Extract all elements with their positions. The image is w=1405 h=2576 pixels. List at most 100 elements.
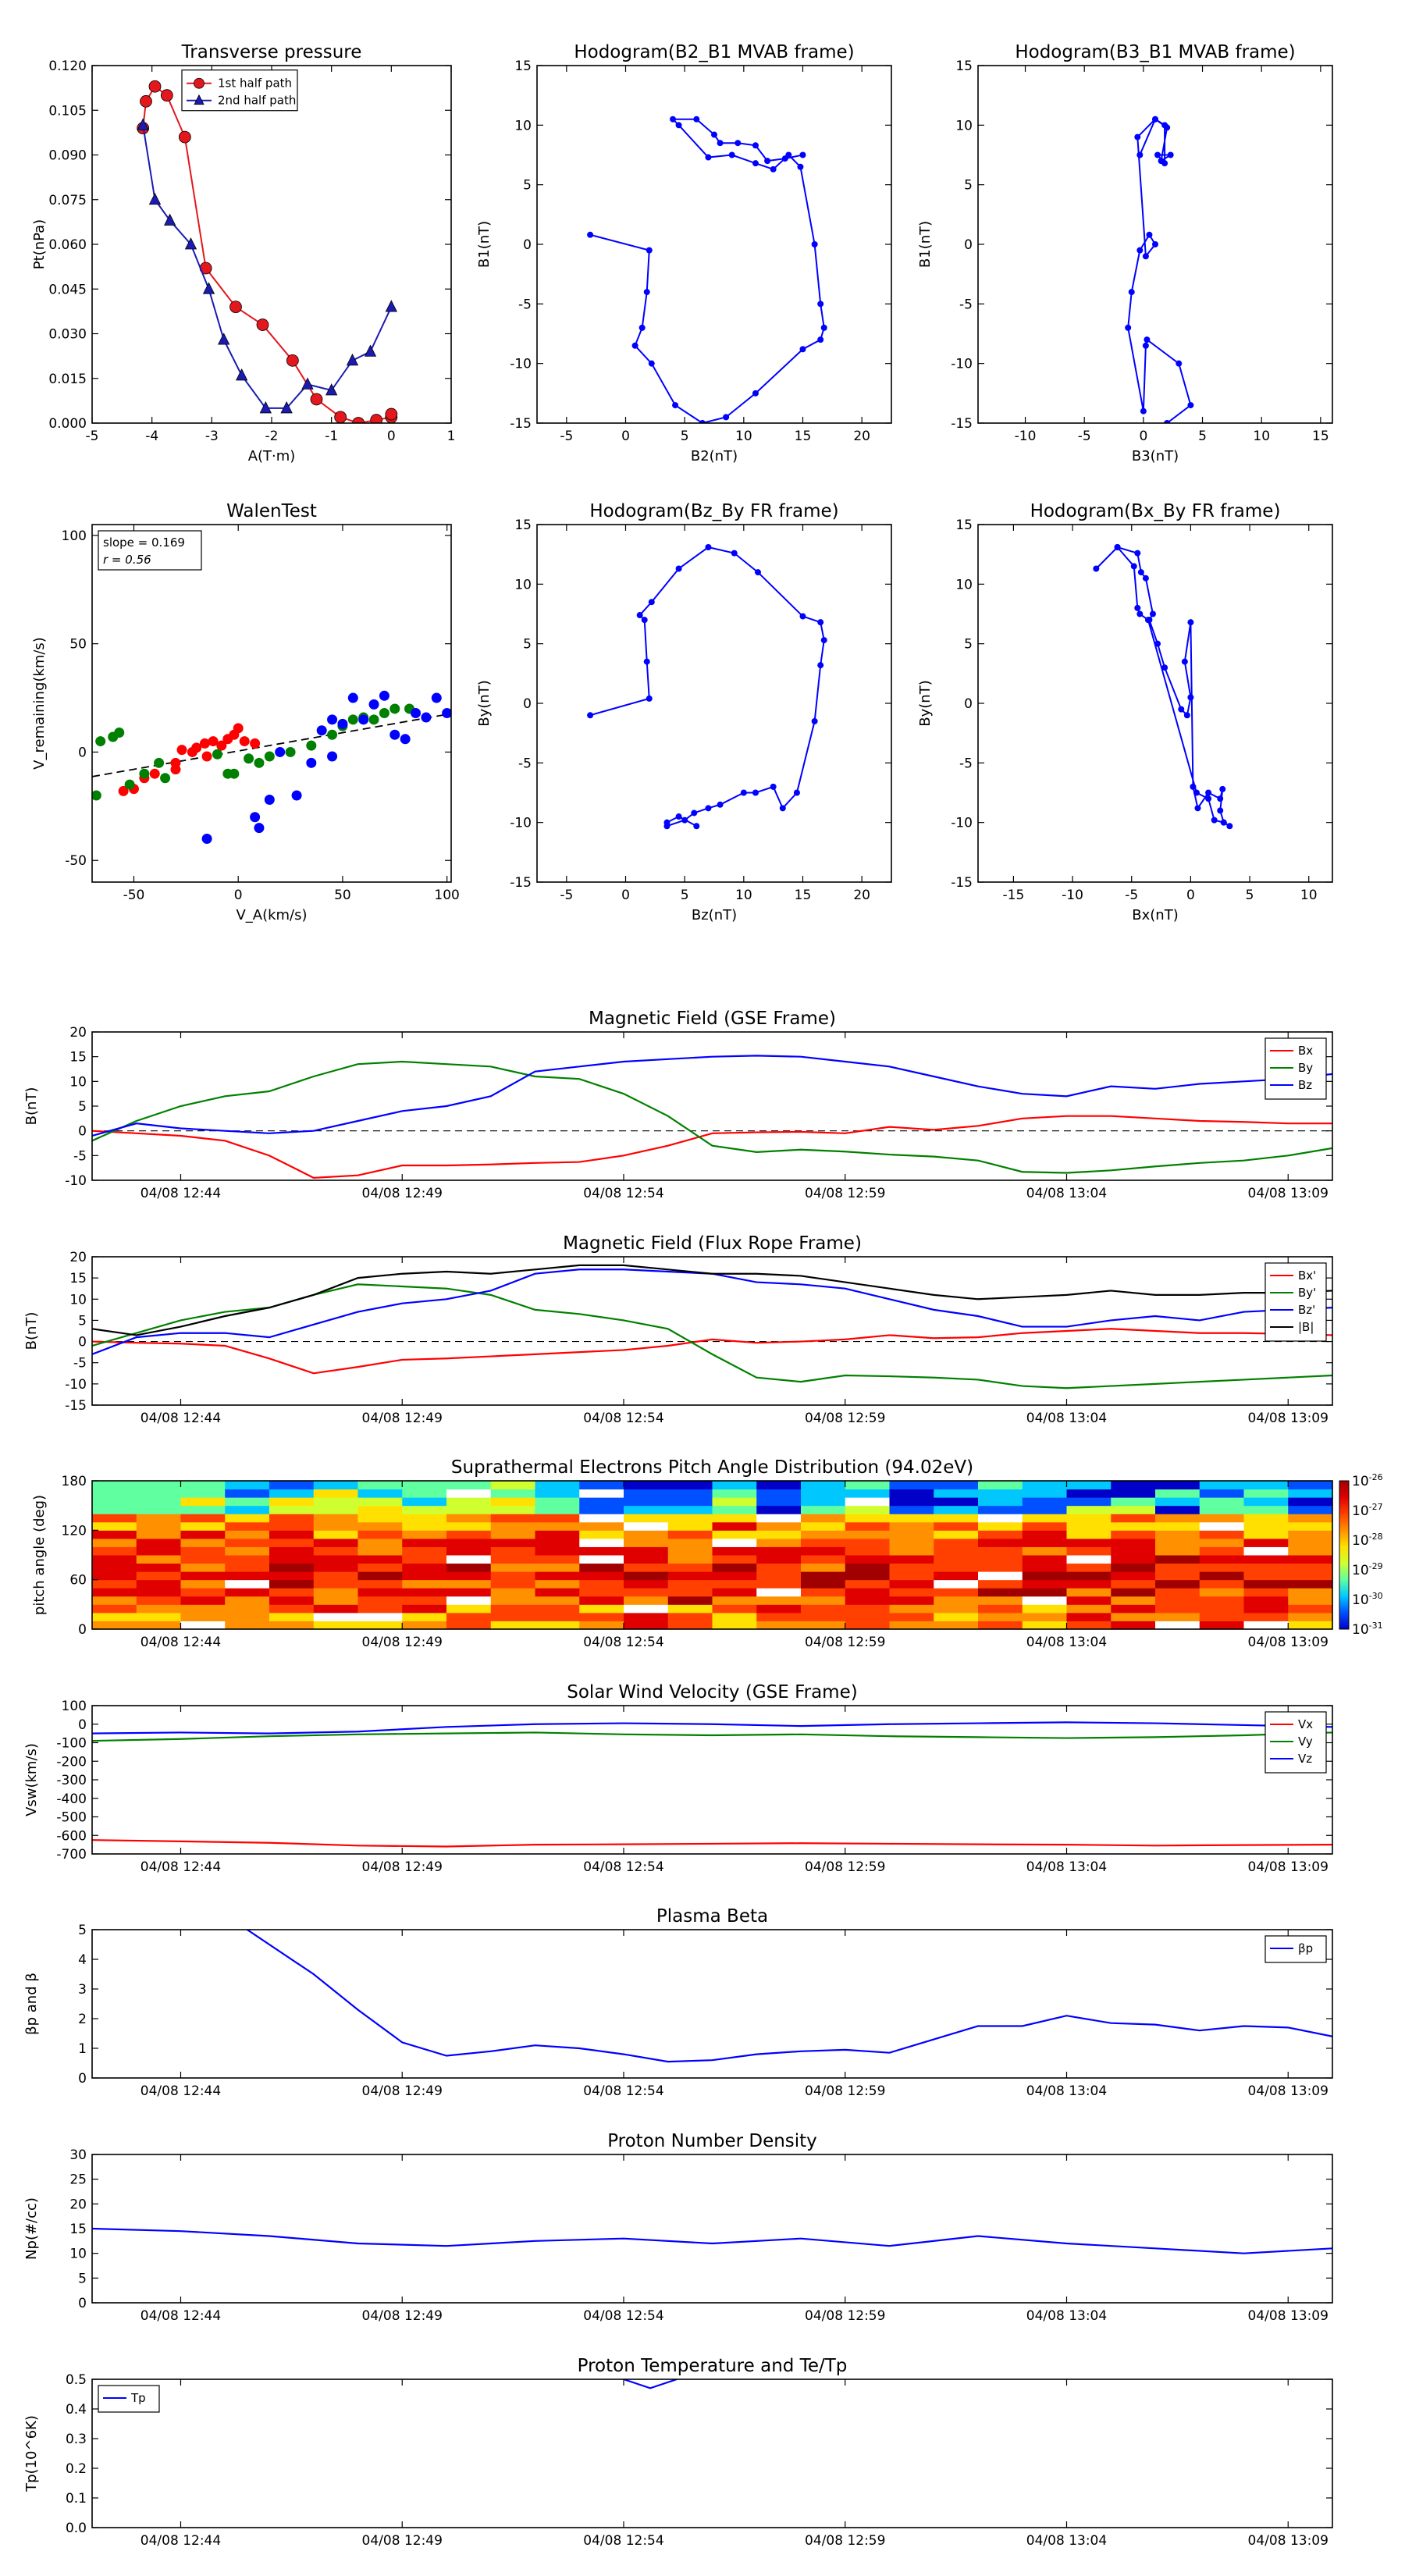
heatmap-cell: [889, 1555, 934, 1564]
heatmap-cell: [313, 1530, 358, 1539]
x-axis-label: Bz(nT): [692, 907, 737, 923]
heatmap-cell: [313, 1514, 358, 1523]
heatmap-cell: [136, 1489, 181, 1498]
colorbar-tick-label: 10-29: [1352, 1561, 1383, 1578]
data-point: [379, 707, 389, 718]
x-tick-label: 15: [1312, 429, 1329, 444]
data-point: [770, 783, 777, 790]
data-point: [301, 377, 314, 390]
data-point: [648, 360, 655, 367]
data-point: [793, 789, 800, 796]
y-tick-label: 10: [69, 1292, 87, 1308]
heatmap-cell: [624, 1571, 669, 1581]
data-point: [817, 619, 824, 626]
heatmap-cell: [357, 1481, 403, 1490]
heatmap-cell: [269, 1571, 315, 1581]
data-point: [244, 753, 254, 764]
heatmap-cell: [402, 1497, 447, 1507]
heatmap-cell: [180, 1571, 226, 1581]
time-tick-label: 04/08 12:49: [362, 1635, 443, 1650]
time-tick-label: 04/08 12:59: [805, 2308, 885, 2324]
y-tick-label: 0.2: [66, 2461, 87, 2477]
y-tick-label: 20: [69, 2197, 87, 2212]
heatmap-cell: [1155, 1481, 1200, 1490]
y-tick-label: 10: [514, 577, 532, 592]
x-axis-label: Bx(nT): [1132, 907, 1178, 923]
time-tick-label: 04/08 12:59: [805, 1186, 885, 1201]
data-point: [212, 749, 222, 760]
heatmap-cell: [269, 1579, 315, 1589]
heatmap-cell: [1022, 1621, 1067, 1630]
heatmap-cell: [1111, 1596, 1156, 1605]
heatmap-cell: [801, 1555, 846, 1564]
heatmap-cell: [180, 1489, 226, 1498]
data-point: [347, 692, 358, 703]
x-tick-label: -5: [1125, 888, 1138, 903]
heatmap-cell: [1243, 1579, 1289, 1589]
heatmap-cell: [313, 1604, 358, 1614]
heatmap-cell: [934, 1505, 979, 1514]
heatmap-cell: [225, 1571, 270, 1581]
data-point: [337, 718, 348, 729]
heatmap-cell: [1243, 1621, 1289, 1630]
heatmap-cell: [889, 1514, 934, 1523]
panel-plasma-beta: Plasma Beta 04/08 12:44 04/08 12:49 04/08 1…: [23, 1906, 1333, 2099]
heatmap-cell: [225, 1497, 270, 1507]
heatmap-cell: [889, 1489, 934, 1498]
x-tick-label: 5: [681, 888, 689, 903]
heatmap-cell: [845, 1505, 890, 1514]
heatmap-cell: [535, 1588, 580, 1597]
data-point: [250, 812, 261, 823]
heatmap-cell: [313, 1538, 358, 1547]
heatmap-cell: [313, 1612, 358, 1621]
time-tick-label: 04/08 13:04: [1026, 2308, 1107, 2324]
data-point: [820, 324, 827, 331]
panel-proton-temperature: Proton Temperature and Te/Tp 04/08 12:44 0…: [23, 2356, 1333, 2549]
legend-label: Bz: [1298, 1078, 1312, 1092]
heatmap-cell: [889, 1588, 934, 1597]
data-point: [264, 751, 275, 762]
x-tick-label: 0: [1139, 429, 1147, 444]
heatmap-cell: [402, 1489, 447, 1498]
data-point: [1093, 565, 1100, 572]
y-tick-label: 15: [69, 1271, 87, 1286]
heatmap-cell: [579, 1521, 624, 1531]
data-point: [693, 116, 700, 123]
time-tick-label: 04/08 12:54: [583, 1859, 663, 1875]
heatmap-cell: [978, 1555, 1023, 1564]
y-tick-label: 0.090: [48, 148, 87, 164]
y-tick-label: -15: [951, 875, 973, 891]
data-point: [148, 192, 162, 205]
heatmap-cell: [579, 1579, 624, 1589]
data-point: [1226, 823, 1233, 830]
data-point: [176, 745, 187, 756]
y-axis-label: B1(nT): [917, 221, 934, 268]
data-point: [140, 94, 152, 108]
heatmap-cell: [1288, 1546, 1333, 1556]
heatmap-cell: [624, 1563, 669, 1572]
time-tick-label: 04/08 13:04: [1026, 1859, 1107, 1875]
heatmap-cell: [1066, 1596, 1112, 1605]
panel-title: WalenTest: [226, 501, 317, 521]
heatmap-cell: [978, 1505, 1023, 1514]
y-tick-label: 0.000: [48, 416, 87, 432]
heatmap-cell: [1111, 1588, 1156, 1597]
x-tick-label: 10: [1253, 429, 1270, 444]
heatmap-cell: [667, 1612, 713, 1621]
time-tick-label: 04/08 12:49: [362, 2533, 443, 2549]
heatmap-cell: [1199, 1489, 1244, 1498]
heatmap-cell: [1111, 1538, 1156, 1547]
heatmap-cell: [225, 1505, 270, 1514]
colorbar: [1339, 1480, 1350, 1630]
y-tick-label: 0.3: [66, 2432, 87, 2447]
heatmap-cell: [1243, 1555, 1289, 1564]
data-point: [646, 247, 653, 254]
heatmap-cell: [1199, 1596, 1244, 1605]
heatmap-cell: [402, 1571, 447, 1581]
heatmap-cell: [490, 1489, 535, 1498]
heatmap-cell: [712, 1596, 757, 1605]
plot-area: [587, 116, 827, 423]
heatmap-cell: [889, 1505, 934, 1514]
heatmap-cell: [357, 1555, 403, 1564]
heatmap-cell: [225, 1563, 270, 1572]
